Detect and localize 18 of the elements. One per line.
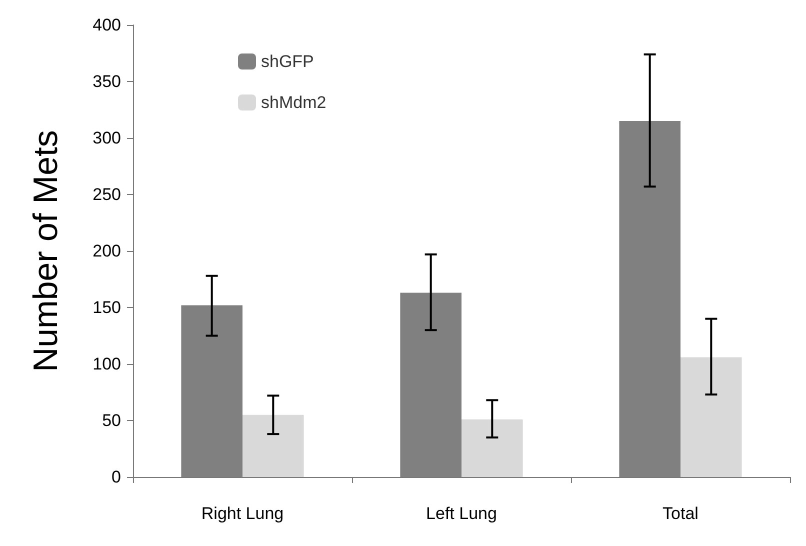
y-tick-label: 250 [92,185,121,204]
y-axis-title: Number of Mets [27,130,65,372]
y-tick-label: 400 [92,16,121,34]
y-tick-label: 300 [92,128,121,148]
legend-label: shMdm2 [261,93,326,112]
x-tick-label: Left Lung [426,504,497,523]
legend-label: shGFP [261,52,314,71]
y-tick-label: 0 [112,468,121,486]
y-tick-label: 50 [102,411,121,430]
bar [242,414,304,477]
x-tick-label: Total [662,504,698,523]
bar [462,419,523,477]
x-tick-label: Right Lung [201,504,284,523]
y-tick-label: 350 [92,72,121,91]
y-tick-label: 150 [92,298,121,317]
y-tick-label: 200 [92,242,121,260]
y-tick-label: 100 [92,354,121,374]
bar [680,357,742,477]
